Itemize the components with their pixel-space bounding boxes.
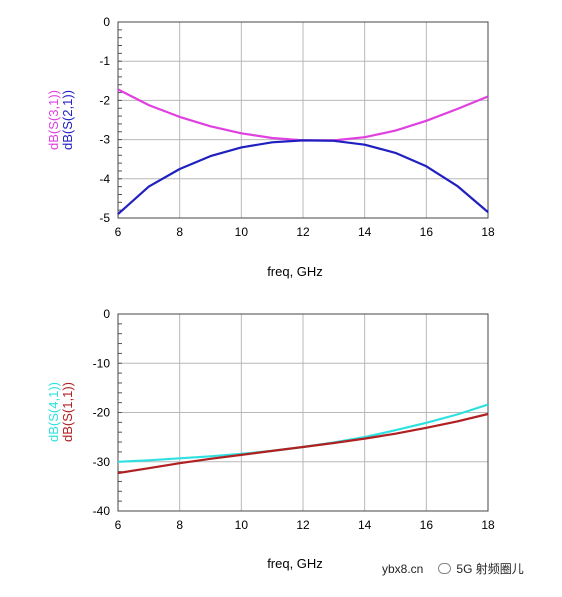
y-tick-label: -5	[99, 211, 110, 225]
series-label-0: dB(S(3,1))	[46, 90, 61, 150]
x-tick-label: 12	[296, 518, 310, 532]
y-tick-label: -1	[99, 54, 110, 68]
series-line-1	[117, 139, 489, 215]
x-tick-label: 16	[420, 518, 434, 532]
chart-s31-s21: 6 8 10 12 14 16 18 0 -1 -2 -3 -4 -5 freq, GHz dB(S(3,1…	[46, 15, 495, 279]
y-tick-label: -3	[99, 133, 110, 147]
x-tick-label: 14	[358, 518, 372, 532]
x-tick-label: 14	[358, 225, 372, 239]
series-label-1: dB(S(1,1))	[60, 382, 75, 442]
y-tick-label: -30	[93, 455, 111, 469]
x-tick-label: 18	[481, 225, 495, 239]
series-label-0: dB(S(4,1))	[46, 382, 61, 442]
plot-frame	[117, 313, 489, 512]
y-tick-label: 0	[103, 307, 110, 321]
y-tick-label: -20	[93, 406, 111, 420]
chart-s41-s11: 6 8 10 12 14 16 18 0 -10 -20 -30 -40 freq, GHz dB(S(4…	[46, 307, 495, 571]
x-tick-label: 10	[235, 225, 249, 239]
x-axis-label: freq, GHz	[267, 264, 323, 279]
wechat-icon	[438, 563, 452, 574]
x-tick-label: 8	[176, 518, 183, 532]
watermark-site: ybx8.cn	[382, 562, 424, 576]
x-tick-label: 16	[420, 225, 434, 239]
y-tick-label: -40	[93, 504, 111, 518]
x-axis-label: freq, GHz	[267, 556, 323, 571]
x-tick-label: 12	[296, 225, 310, 239]
x-tick-label: 8	[176, 225, 183, 239]
x-tick-label: 6	[115, 225, 122, 239]
y-tick-label: 0	[103, 15, 110, 29]
watermark-brand: 5G 射频圈儿	[456, 562, 524, 576]
x-tick-label: 10	[235, 518, 249, 532]
y-tick-label: -2	[99, 93, 110, 107]
y-tick-label: -10	[93, 356, 111, 370]
x-tick-label: 18	[481, 518, 495, 532]
plot-frame	[117, 21, 489, 219]
series-label-1: dB(S(2,1))	[60, 90, 75, 150]
y-tick-label: -4	[99, 172, 110, 186]
x-tick-label: 6	[115, 518, 122, 532]
watermark: ybx8.cn 5G 射频圈儿	[382, 560, 524, 577]
series-line-1	[117, 412, 489, 475]
